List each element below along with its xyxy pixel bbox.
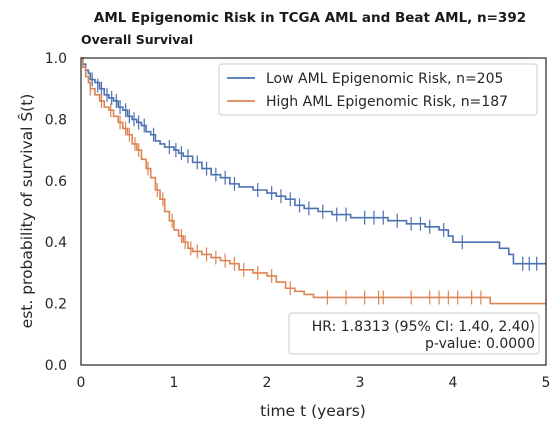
y-tick-label: 1.0 [45,51,67,67]
x-tick-label: 5 [542,375,551,391]
y-tick-label: 0.2 [45,297,67,313]
y-tick-label: 0.8 [45,112,67,128]
y-axis-label: est. probability of survival Ŝ(t) [17,94,36,329]
legend-box [218,63,538,116]
plot-area [80,57,547,366]
x-tick-label: 2 [263,375,272,391]
chart-title: AML Epigenomic Risk in TCGA AML and Beat… [94,10,526,26]
survival-curves [81,57,547,311]
p-value-text: p-value: 0.0000 [425,336,535,352]
x-tick-label: 0 [77,375,86,391]
survival-line-high [81,57,546,305]
stats-box-frame [288,312,540,355]
x-tick-label: 3 [356,375,365,391]
x-tick-label: 4 [449,375,458,391]
plot-frame [80,57,547,366]
x-tick-label: 1 [170,375,179,391]
legend-entry-low: Low AML Epigenomic Risk, n=205 [227,71,503,87]
x-axis-label: time t (years) [260,402,366,420]
stats-box: HR: 1.8313 (95% CI: 1.40, 2.40) p-value:… [288,312,540,355]
hazard-ratio-text: HR: 1.8313 (95% CI: 1.40, 2.40) [312,319,535,335]
legend-label-high: High AML Epigenomic Risk, n=187 [266,94,508,110]
legend-label-low: Low AML Epigenomic Risk, n=205 [266,71,503,87]
y-tick-label: 0.6 [45,174,67,190]
y-tick-label: 0.4 [45,235,67,251]
y-axis-ticks: 0.0 0.2 0.4 0.6 0.8 1.0 [45,51,67,374]
legend: Low AML Epigenomic Risk, n=205 High AML … [218,63,538,116]
legend-entry-high: High AML Epigenomic Risk, n=187 [227,94,508,110]
chart-subtitle: Overall Survival [81,32,193,47]
x-axis-ticks: 0 1 2 3 4 5 [77,375,551,391]
survival-line-low [81,57,546,265]
y-tick-label: 0.0 [45,358,67,374]
